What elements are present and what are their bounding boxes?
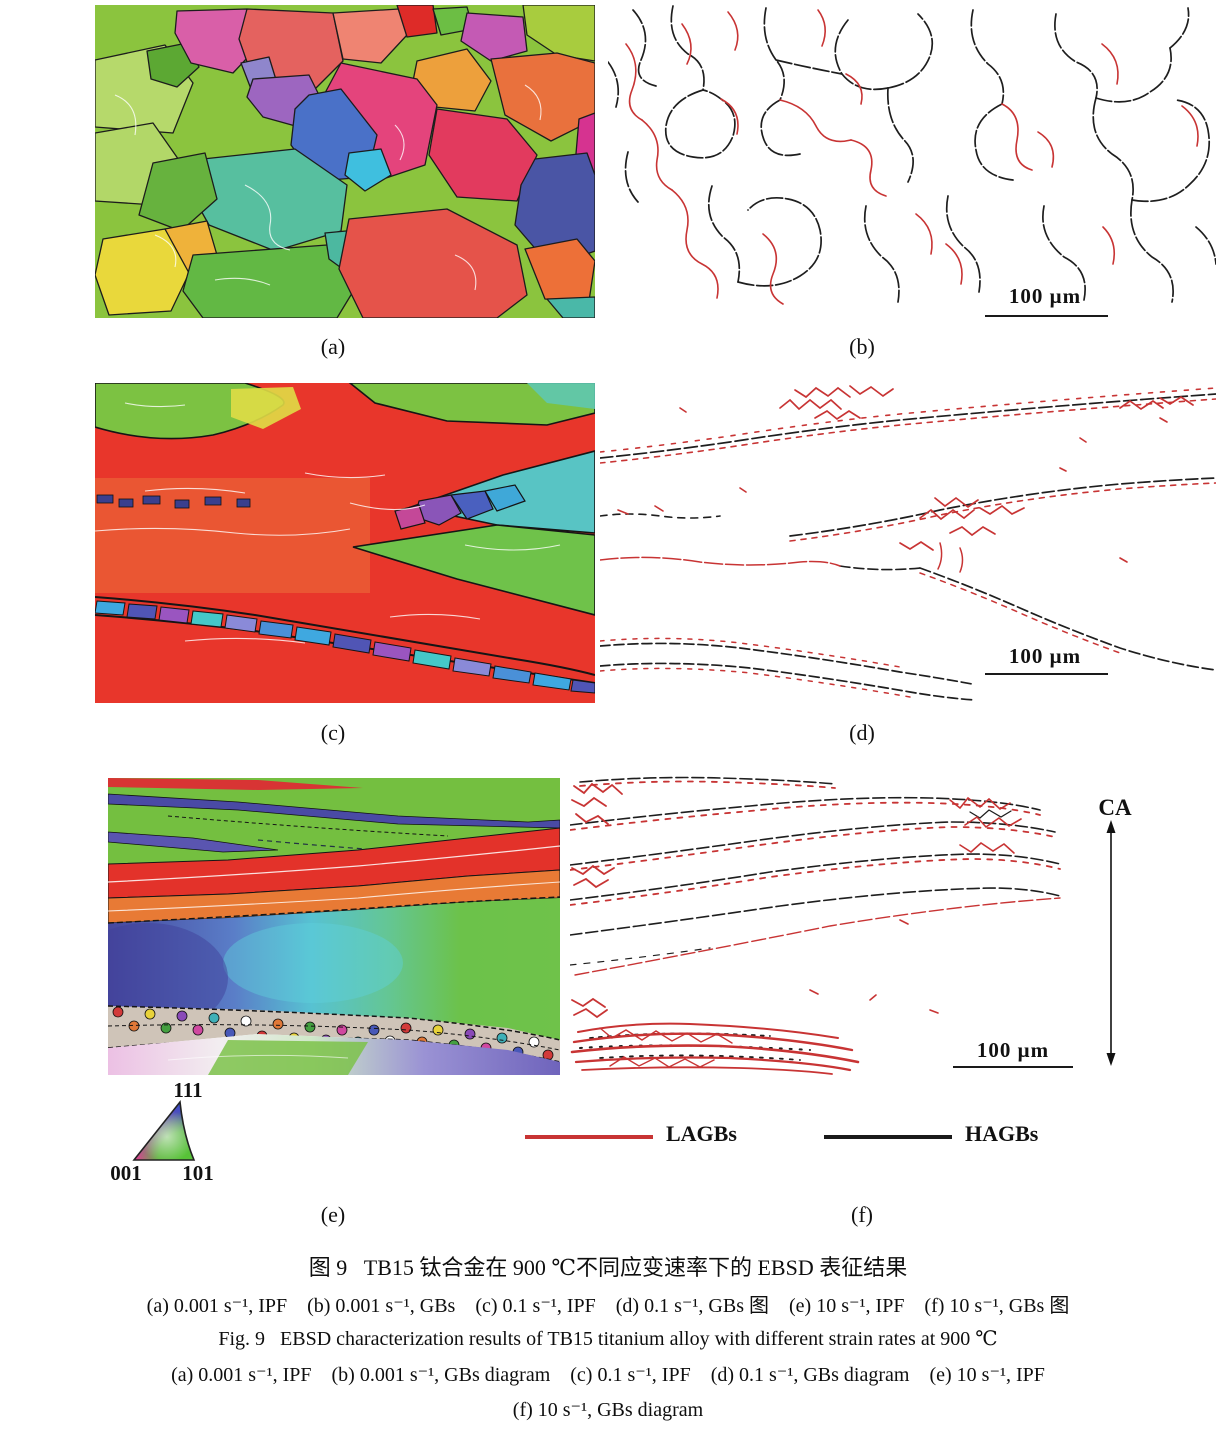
caption-en-title: Fig. 9 EBSD characterization results of … — [218, 1328, 998, 1350]
scale-bar-label-d: 100 μm — [1008, 644, 1082, 668]
ipf-key-001-label: 001 — [110, 1161, 142, 1185]
lagb-streaks-f — [570, 780, 1061, 1075]
scale-bar-label-f: 100 μm — [976, 1038, 1050, 1062]
caption-en-panels-line1: (a) 0.001 s⁻¹, IPF (b) 0.001 s⁻¹, GBs di… — [171, 1364, 1045, 1386]
top-stripes-e — [108, 778, 560, 859]
caption-zh-panels: (a) 0.001 s⁻¹, IPF (b) 0.001 s⁻¹, GBs (c… — [146, 1295, 1070, 1317]
panel-b-gbs-map — [608, 2, 1216, 320]
panel-d-gbs-map — [600, 378, 1216, 703]
panel-c-ipf-map — [95, 383, 595, 703]
lagb-lines-b — [625, 9, 1199, 305]
scale-bar-line-f — [953, 1066, 1073, 1068]
panel-c-label: (c) — [320, 720, 346, 745]
hagb-chains-d — [600, 393, 1216, 701]
ipf-map-e-graphic — [108, 778, 560, 1075]
panel-b-label: (b) — [849, 334, 875, 359]
scale-bar-label-b: 100 μm — [1008, 284, 1082, 308]
panel-f-label: (f) — [851, 1202, 873, 1227]
grains-a-group — [95, 5, 595, 318]
hagbs-legend-line — [824, 1135, 952, 1139]
caption-zh-title: 图 9 TB15 钛合金在 900 ℃不同应变速率下的 EBSD 表征结果 — [308, 1255, 908, 1280]
ipf-key-111-label: 111 — [173, 1078, 203, 1102]
gradient-grain-e — [108, 898, 560, 1040]
hagb-lines-b — [608, 5, 1216, 303]
compression-axis-label: CA — [1098, 795, 1132, 820]
ipf-map-c-graphic — [95, 383, 595, 703]
ipf-color-key-triangle — [132, 1099, 196, 1161]
lagbs-legend-label: LAGBs — [666, 1121, 737, 1146]
subgrain-white-lines-c — [95, 402, 561, 644]
gbs-map-d-graphic — [600, 378, 1216, 703]
gbs-map-b-graphic — [608, 2, 1216, 320]
lagb-chains-d — [600, 385, 1216, 698]
lagbs-legend-line — [525, 1135, 653, 1139]
panel-a-label: (a) — [320, 334, 346, 359]
panel-d-label: (d) — [849, 720, 875, 745]
ipf-map-a-graphic — [95, 5, 595, 318]
compression-axis-arrow — [1106, 820, 1116, 1066]
gbs-map-f-graphic — [570, 770, 1070, 1080]
panel-e-label: (e) — [320, 1202, 346, 1227]
caption-en-panels-line2: (f) 10 s⁻¹, GBs diagram — [512, 1399, 704, 1421]
grains-c-group — [95, 383, 595, 616]
scale-bar-line-b — [985, 315, 1108, 317]
ipf-key-101-label: 101 — [182, 1161, 214, 1185]
panel-a-ipf-map — [95, 5, 595, 318]
subgrain-white-lines-a — [114, 84, 542, 291]
panel-e-ipf-map — [108, 778, 560, 1075]
panel-f-gbs-map — [570, 770, 1070, 1080]
scale-bar-line-d — [985, 673, 1108, 675]
hagbs-legend-label: HAGBs — [965, 1121, 1039, 1146]
beta-chain-c — [95, 600, 595, 694]
